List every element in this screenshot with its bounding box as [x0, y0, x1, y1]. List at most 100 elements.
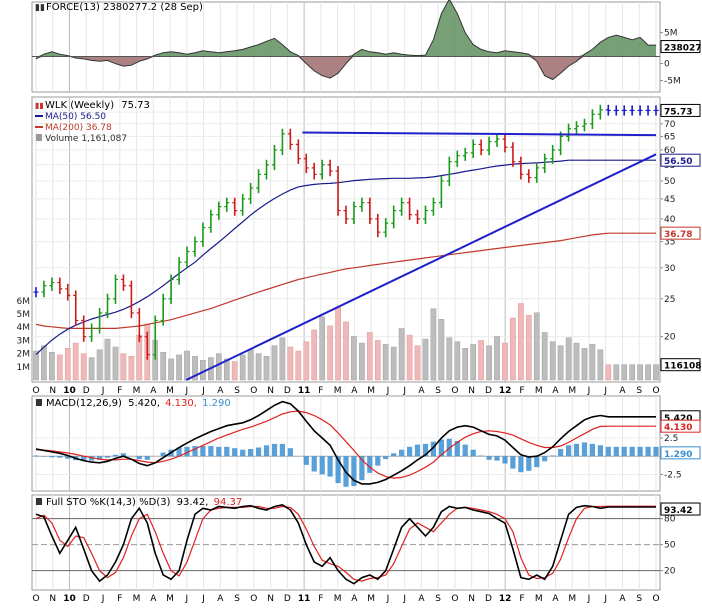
volume-y-tick: 4M	[17, 323, 31, 333]
volume-bar	[56, 354, 63, 381]
volume-bar	[653, 364, 659, 381]
ohlc-bar	[97, 307, 103, 334]
time-axis-label: M	[166, 594, 174, 604]
price-y-tick: 25	[664, 295, 675, 305]
time-axis-label: S	[234, 594, 240, 604]
volume-bar	[263, 356, 270, 381]
volume-y-tick: 3M	[17, 336, 31, 346]
time-axis-label: N	[468, 594, 475, 604]
ohlc-bar	[351, 201, 357, 225]
volume-y-tick: 6M	[17, 297, 31, 307]
stochastic-series	[35, 503, 656, 585]
time-axis-label: A	[418, 594, 425, 604]
time-axis-label: D	[485, 594, 492, 604]
ohlc-bar	[510, 142, 516, 167]
ohlc-bar	[645, 105, 651, 116]
ohlc-bar	[319, 159, 325, 180]
time-axis-label: F	[519, 594, 524, 604]
time-axis-label: J	[386, 594, 390, 604]
volume-bar	[486, 345, 492, 381]
macd-hist-bar	[621, 446, 627, 457]
volume-bar	[597, 349, 604, 381]
ohlc-bar	[128, 280, 134, 319]
sto-title: Full STO %K(14,3) %D(3) 93.42, 94.37	[46, 497, 242, 508]
macd-hist-bar	[248, 449, 254, 457]
time-axis-label: S	[636, 594, 642, 604]
macd-hist-bar	[534, 456, 540, 468]
macd-hist-bar	[184, 446, 190, 457]
ohlc-bar	[629, 105, 635, 116]
price-y-tick: 65	[664, 132, 675, 142]
ohlc-bar	[653, 105, 659, 116]
time-axis-label: J	[587, 386, 591, 396]
price-badge-1-box	[660, 153, 701, 167]
time-axis-label: M	[568, 594, 576, 604]
time-axis-label: A	[351, 594, 358, 604]
time-axis-label: O	[32, 386, 39, 396]
macd-hist-bar	[589, 443, 595, 457]
volume-bar	[343, 321, 349, 381]
time-axis-label: N	[468, 386, 475, 396]
sto-k-line	[35, 503, 656, 585]
macd-hist-bar	[629, 446, 635, 457]
macd-hist-bar	[200, 446, 206, 457]
time-axis-label: A	[150, 386, 157, 396]
volume-bar	[120, 353, 127, 381]
ohlc-bar	[542, 153, 548, 174]
macd-hist-bar	[65, 456, 71, 459]
ohlc-bar	[486, 136, 492, 156]
volume-bar	[49, 352, 55, 381]
ohlc-bar	[264, 159, 270, 180]
price-title: WLK (Weekly) 75.73	[45, 100, 150, 111]
ohlc-bar	[518, 156, 524, 180]
macd-line	[35, 400, 656, 485]
time-axis-label: A	[552, 594, 559, 604]
time-axis-label: A	[619, 594, 626, 604]
force-line	[35, 0, 656, 81]
macd-hist-bar	[430, 441, 436, 457]
price-y-tick: 70	[664, 120, 676, 130]
macd-hist-bar	[518, 456, 524, 473]
macd-hist-bar	[176, 447, 182, 457]
ohlc-bar	[446, 156, 452, 187]
macd-hist-bar	[407, 446, 413, 457]
ohlc-bar	[271, 144, 277, 170]
time-axis-label: J	[184, 386, 188, 396]
legend-volume-swatch	[36, 134, 42, 141]
sto-y-tick: 50	[664, 541, 676, 551]
time-axis-label: M	[133, 386, 141, 396]
ohlc-bar	[152, 315, 158, 360]
price-y-tick: 40	[664, 215, 676, 225]
volume-bar	[637, 364, 643, 381]
volume-badge-box	[660, 358, 701, 372]
time-axis-label: M	[535, 386, 543, 396]
volume-bar	[96, 349, 103, 381]
time-axis-label: F	[117, 386, 122, 396]
volume-bar	[502, 342, 508, 381]
macd-badge-2-label: 1.290	[664, 450, 692, 460]
time-axis-label: 11	[298, 386, 311, 396]
ohlc-bar	[208, 209, 214, 233]
volume-bar	[533, 312, 540, 381]
macd-hist-bar	[208, 446, 214, 457]
ohlc-bar	[311, 162, 317, 180]
macd-hist-bar	[653, 446, 659, 457]
ohlc-bar	[200, 222, 206, 247]
volume-bar	[398, 328, 405, 381]
time-axis-label: M	[568, 386, 576, 396]
time-axis-label: O	[32, 594, 39, 604]
macd-hist-bar	[287, 448, 293, 457]
time-axis-label: N	[267, 386, 274, 396]
volume-bar	[581, 348, 588, 381]
volume-bar	[319, 316, 326, 381]
macd-hist-bar	[367, 456, 373, 473]
ohlc-bar	[430, 197, 436, 216]
force-title-icon: ▮▮	[35, 3, 45, 13]
ohlc-bar	[112, 274, 118, 304]
macd-badge-2: 1.290	[660, 446, 701, 460]
volume-bar	[41, 345, 47, 381]
macd-hist-bar	[311, 456, 317, 472]
grid-lines	[32, 2, 660, 590]
price-y-tick: 20	[664, 333, 676, 343]
volume-bar	[406, 334, 413, 381]
